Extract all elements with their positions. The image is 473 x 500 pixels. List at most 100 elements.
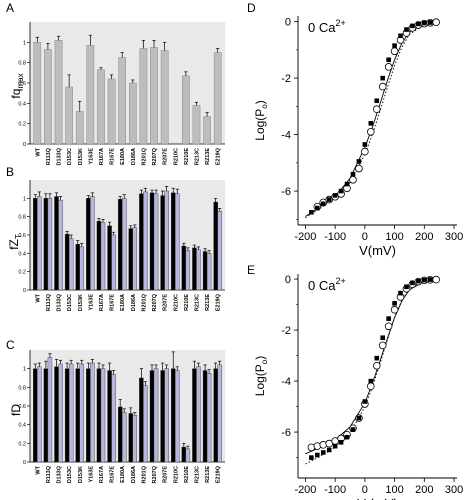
bar-R167A: [97, 69, 105, 145]
x-tick-label: Y163E: [88, 294, 94, 311]
y-tick-label: 0.4: [18, 101, 26, 107]
y-tick-label: 0.4: [18, 251, 26, 257]
x-tick-label: D153C: [67, 466, 73, 483]
x-tick-label: R213C: [194, 148, 200, 165]
bar-R167A: [100, 368, 106, 463]
y-tick-label: -4: [281, 130, 291, 142]
data-point-square: [386, 316, 391, 321]
x-tick-label: D186A: [131, 148, 137, 165]
fit-curve-dotted: [305, 21, 440, 219]
y-axis-label: fD: [9, 404, 23, 416]
x-tick-label: WT: [35, 147, 41, 156]
data-point-square: [320, 450, 326, 455]
y-tick-label: 0: [23, 460, 26, 466]
bar-D186A: [128, 228, 134, 291]
data-point-square: [309, 209, 314, 215]
bar-Y163E: [90, 196, 95, 291]
bar-R210C: [175, 193, 180, 291]
bar-WT: [33, 198, 38, 291]
data-point-square: [374, 98, 380, 104]
x-tick-label: R207E: [163, 294, 169, 311]
x-tick-label: R210E: [184, 148, 190, 165]
bar-R207E: [160, 195, 165, 291]
x-tick-label: D133Q: [57, 465, 63, 483]
bar-R167E: [107, 370, 112, 463]
bar-R207E: [160, 50, 169, 145]
x-tick-label: R167E: [110, 466, 116, 483]
bar-R167A: [96, 368, 102, 463]
x-tick-label: R210E: [184, 466, 190, 483]
y-tick-label: 0.6: [18, 81, 26, 87]
bar-D153C: [64, 368, 70, 463]
data-point-square: [362, 399, 368, 404]
bar-E180A: [121, 198, 127, 291]
data-point-square: [392, 43, 397, 48]
x-tick-label: R207Q: [152, 465, 158, 483]
y-axis-label: Log(Po): [253, 356, 269, 396]
x-tick-label: R213C: [194, 294, 200, 311]
data-point-square: [404, 284, 409, 290]
data-point-square: [368, 121, 374, 126]
x-tick-label: R201Q: [141, 465, 147, 483]
y-tick-label: -2: [281, 73, 291, 85]
x-axis-label: V (mV): [357, 496, 397, 500]
y-tick-label: 1: [23, 196, 26, 202]
bar-E180A: [121, 412, 127, 463]
plot-background: [30, 22, 225, 144]
bar-R207E: [160, 370, 165, 463]
bar-D153K: [75, 368, 80, 463]
bar-D133Q: [58, 199, 63, 291]
bar-Y163E: [86, 368, 91, 463]
bar-R210E: [185, 250, 191, 291]
bar-R167E: [107, 78, 116, 145]
y-axis-label: Log(Po): [253, 100, 269, 140]
data-point-square: [410, 280, 415, 286]
data-point-circle: [361, 147, 369, 156]
x-tick-label: WT: [35, 293, 41, 302]
x-tick-label: D186A: [131, 294, 137, 311]
data-point-circle: [355, 164, 363, 173]
bar-R113Q: [47, 357, 53, 463]
panel-label: A: [6, 1, 14, 15]
bar-WT: [33, 368, 38, 463]
bar-E219Q: [217, 364, 222, 463]
x-tick-label: D186A: [131, 466, 137, 483]
bar-R213E: [202, 251, 208, 291]
x-tick-label: R207Q: [152, 293, 158, 311]
x-tick-label: D153C: [67, 148, 73, 165]
data-point-square: [398, 290, 403, 296]
x-tick-label: -100: [324, 231, 346, 243]
bar-D133Q: [54, 196, 59, 291]
bar-R213C: [192, 368, 197, 463]
data-point-circle: [432, 18, 440, 27]
y-tick-label: -4: [281, 376, 291, 388]
data-point-square: [427, 277, 433, 282]
x-tick-label: D133Q: [57, 293, 63, 311]
fit-curve-solid: [305, 21, 440, 217]
data-point-circle: [378, 82, 387, 91]
bar-E180A: [117, 199, 123, 291]
x-tick-label: 200: [415, 231, 433, 243]
bar-R167E: [111, 234, 116, 291]
x-tick-label: 100: [385, 231, 403, 243]
bar-R210E: [181, 446, 187, 463]
x-tick-label: D153C: [67, 294, 73, 311]
data-point-circle: [384, 322, 393, 331]
y-tick-label: 0.8: [18, 61, 26, 67]
y-tick-label: 1: [23, 367, 26, 373]
x-tick-label: D153K: [78, 294, 84, 311]
bar-R207Q: [153, 368, 159, 463]
x-tick-label: E219Q: [216, 465, 222, 483]
bar-R213E: [202, 370, 208, 463]
bar-R167E: [107, 225, 112, 291]
data-point-square: [332, 193, 338, 198]
y-tick-label: 0.2: [18, 270, 26, 276]
bar-D133Q: [54, 366, 59, 463]
data-point-circle: [390, 47, 399, 56]
bar-R201Q: [139, 193, 144, 291]
bar-R213C: [192, 247, 197, 291]
bar-D153K: [75, 111, 84, 145]
bar-D153K: [75, 243, 80, 291]
bar-E180A: [117, 406, 123, 463]
data-point-square: [344, 181, 350, 187]
